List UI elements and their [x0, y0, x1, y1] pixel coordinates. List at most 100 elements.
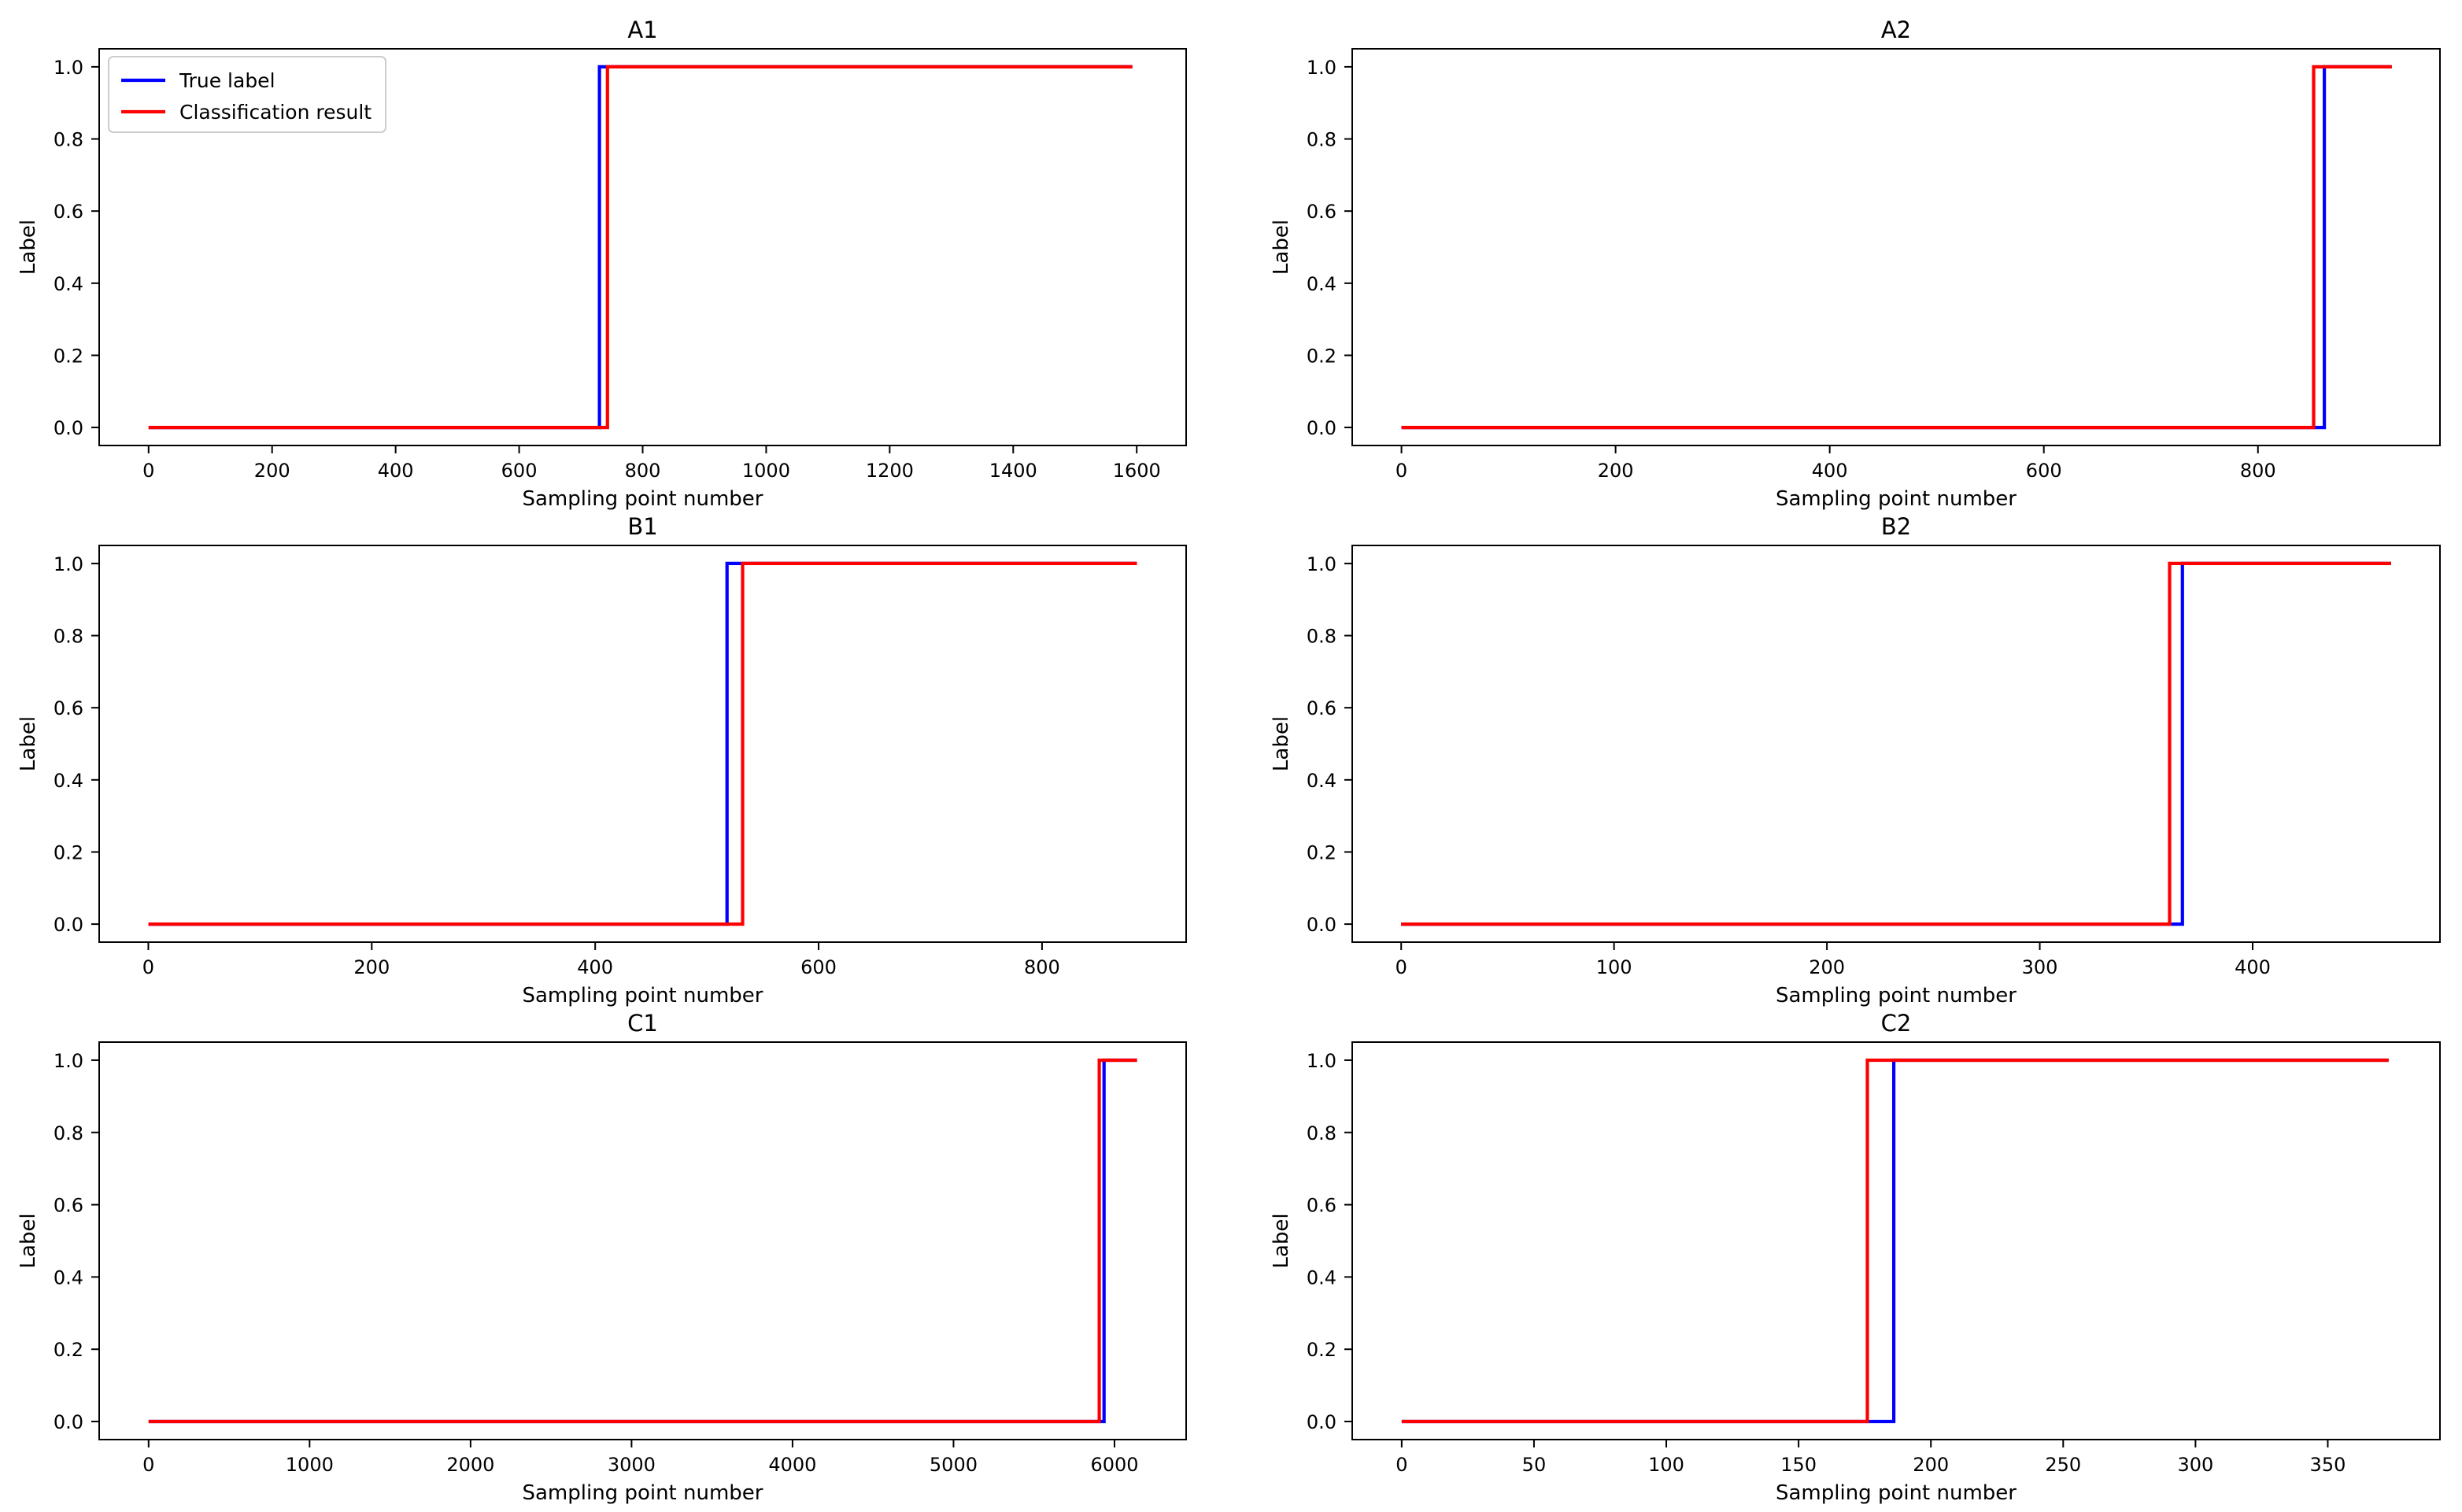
subplot-a1: A1 0 200 400 600 800 1000 1200 1400 1600 0.0 0.2 0.4… [17, 17, 1187, 511]
y-axis-label: Label [17, 1213, 40, 1268]
y-tick-label: 0.2 [1307, 1339, 1336, 1361]
x-tick-label: 4000 [768, 1454, 816, 1476]
subplot-title: B2 [1881, 513, 1911, 540]
x-tick-label: 400 [1812, 460, 1848, 482]
y-tick-label: 0.6 [54, 697, 83, 719]
y-tick-label: 0.6 [1307, 697, 1336, 719]
subplot-title: C1 [627, 1010, 658, 1037]
x-axis-label: Sampling point number [522, 487, 763, 511]
x-tick-label: 0 [142, 956, 154, 978]
series-line-true-label [1401, 65, 2392, 430]
x-tick-label: 0 [142, 460, 154, 482]
y-axis-label: Label [1270, 1213, 1293, 1268]
legend: True label Classification result [108, 56, 386, 133]
y-tick-label: 0.2 [1307, 841, 1336, 863]
y-tick-label: 1.0 [1307, 1050, 1336, 1072]
legend-entry: Classification result [179, 101, 372, 124]
x-tick-label: 5000 [930, 1454, 978, 1476]
y-axis-label: Label [1270, 220, 1293, 275]
x-tick-label: 2000 [446, 1454, 494, 1476]
subplot-a2: A2 0 200 400 600 800 0.0 0.2 0.4 0.6 0.8 1.0 Samplin… [1270, 17, 2441, 511]
x-tick-label: 600 [2026, 460, 2062, 482]
y-tick-label: 1.0 [1307, 553, 1336, 575]
y-tick-label: 0.6 [54, 1195, 83, 1217]
subplot-b1: B1 0 200 400 600 800 0.0 0.2 0.4 0.6 0.8 1.0 Samplin… [17, 513, 1187, 1007]
y-axis-label: Label [17, 716, 40, 771]
x-tick-label: 150 [1780, 1454, 1817, 1476]
x-tick-label: 3000 [608, 1454, 656, 1476]
legend-entry: True label [179, 69, 275, 92]
x-tick-label: 1000 [286, 1454, 334, 1476]
x-tick-label: 600 [800, 956, 837, 978]
axes-frame [98, 1041, 1187, 1440]
axes-frame [1351, 545, 2441, 943]
y-tick-label: 0.2 [54, 841, 83, 863]
y-tick-label: 1.0 [54, 1050, 83, 1072]
axes-frame [1351, 48, 2441, 446]
x-tick-label: 0 [1396, 460, 1407, 482]
x-tick-label: 800 [625, 460, 661, 482]
y-tick-label: 0.4 [1307, 770, 1336, 792]
legend-box [108, 56, 386, 133]
y-tick-label: 0.4 [1307, 1266, 1336, 1288]
series-line-classification-result [1401, 561, 2391, 926]
series-line-classification-result [148, 561, 1137, 926]
y-tick-label: 0.0 [54, 914, 83, 936]
subplot-title: B1 [627, 513, 657, 540]
y-tick-label: 0.4 [54, 770, 83, 792]
x-axis-label: Sampling point number [1776, 487, 2017, 511]
series-line-classification-result [148, 65, 1133, 430]
x-tick-label: 100 [1596, 956, 1632, 978]
y-tick-label: 0.0 [1307, 914, 1336, 936]
y-tick-label: 0.8 [1307, 1122, 1336, 1144]
x-tick-label: 200 [1809, 956, 1845, 978]
x-tick-label: 0 [142, 1454, 154, 1476]
x-tick-label: 6000 [1090, 1454, 1138, 1476]
series-line-classification-result [1401, 1058, 2389, 1424]
x-tick-label: 800 [2240, 460, 2276, 482]
x-axis-label: Sampling point number [522, 984, 763, 1007]
y-tick-label: 1.0 [1307, 57, 1336, 79]
x-tick-label: 400 [378, 460, 414, 482]
x-tick-label: 0 [1396, 1454, 1407, 1476]
x-tick-label: 100 [1648, 1454, 1684, 1476]
x-axis-label: Sampling point number [522, 1481, 763, 1505]
series-line-true-label [148, 1058, 1137, 1424]
subplot-b2: B2 0 100 200 300 400 0.0 0.2 0.4 0.6 0.8 1.0 Samplin… [1270, 513, 2441, 1007]
y-tick-label: 0.2 [54, 1339, 83, 1361]
y-tick-label: 1.0 [54, 553, 83, 575]
subplot-title: C2 [1881, 1010, 1912, 1037]
y-tick-label: 0.0 [54, 417, 83, 439]
x-tick-label: 300 [2177, 1454, 2213, 1476]
axes-frame [98, 545, 1187, 943]
x-tick-label: 1400 [989, 460, 1037, 482]
y-tick-label: 0.6 [54, 201, 83, 223]
y-tick-label: 0.4 [1307, 273, 1336, 295]
x-tick-label: 200 [254, 460, 290, 482]
x-tick-label: 1000 [742, 460, 790, 482]
x-tick-label: 400 [2235, 956, 2271, 978]
y-tick-label: 0.0 [54, 1411, 83, 1433]
y-axis-label: Label [17, 220, 40, 275]
x-tick-label: 600 [501, 460, 538, 482]
y-tick-label: 0.2 [1307, 345, 1336, 367]
subplot-title: A1 [627, 17, 657, 43]
x-tick-label: 0 [1396, 956, 1407, 978]
x-tick-label: 800 [1024, 956, 1060, 978]
subplot-title: A2 [1881, 17, 1911, 43]
x-axis-label: Sampling point number [1776, 1481, 2017, 1505]
subplot-c2: C2 0 50 100 150 200 250 300 350 0.0 0.2 0.4 0.6 0.8 1.… [1270, 1010, 2441, 1505]
y-tick-label: 0.2 [54, 345, 83, 367]
series-line-true-label [148, 561, 1137, 926]
y-tick-label: 0.8 [1307, 129, 1336, 151]
series-line-true-label [1401, 1058, 2389, 1424]
series-line-classification-result [148, 1058, 1137, 1424]
x-tick-label: 350 [2310, 1454, 2346, 1476]
x-tick-label: 50 [1522, 1454, 1547, 1476]
y-tick-label: 0.0 [1307, 417, 1336, 439]
x-tick-label: 200 [353, 956, 390, 978]
x-tick-label: 300 [2022, 956, 2058, 978]
x-tick-label: 250 [2045, 1454, 2081, 1476]
y-tick-label: 0.0 [1307, 1411, 1336, 1433]
